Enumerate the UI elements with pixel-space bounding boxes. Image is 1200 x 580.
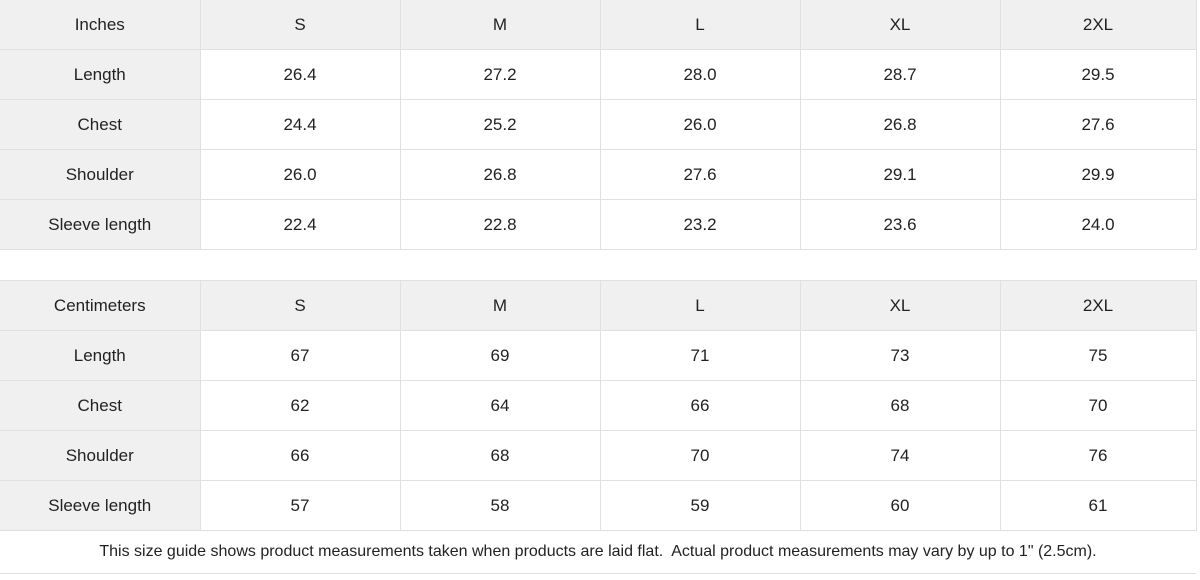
table-row: Length 67 69 71 73 75	[0, 330, 1197, 381]
centimeters-table: Centimeters S M L XL 2XL Length 67 69 71…	[0, 280, 1197, 531]
value-cell: 70	[599, 430, 801, 481]
value-cell: 69	[399, 330, 601, 381]
value-cell: 66	[599, 380, 801, 431]
table-row: Shoulder 66 68 70 74 76	[0, 430, 1197, 481]
value-cell: 75	[999, 330, 1197, 381]
size-header-cell: L	[599, 280, 801, 331]
value-cell: 27.6	[999, 99, 1197, 150]
inches-table: Inches S M L XL 2XL Length 26.4 27.2 28.…	[0, 0, 1197, 250]
size-header-cell: L	[599, 0, 801, 50]
value-cell: 26.8	[799, 99, 1001, 150]
row-label-cell: Shoulder	[0, 149, 201, 200]
size-header-cell: S	[199, 280, 401, 331]
row-label-cell: Length	[0, 330, 201, 381]
value-cell: 23.2	[599, 199, 801, 250]
row-label-cell: Chest	[0, 99, 201, 150]
value-cell: 28.0	[599, 49, 801, 100]
header-row: Inches S M L XL 2XL	[0, 0, 1197, 50]
size-header-cell: M	[399, 0, 601, 50]
value-cell: 26.4	[199, 49, 401, 100]
size-header-cell: XL	[799, 0, 1001, 50]
value-cell: 29.9	[999, 149, 1197, 200]
table-row: Sleeve length 57 58 59 60 61	[0, 480, 1197, 531]
row-label-cell: Length	[0, 49, 201, 100]
size-header-cell: M	[399, 280, 601, 331]
size-guide-note: This size guide shows product measuremen…	[0, 531, 1196, 574]
value-cell: 27.6	[599, 149, 801, 200]
value-cell: 67	[199, 330, 401, 381]
value-cell: 74	[799, 430, 1001, 481]
unit-header-cell: Centimeters	[0, 280, 201, 331]
value-cell: 71	[599, 330, 801, 381]
value-cell: 22.4	[199, 199, 401, 250]
value-cell: 62	[199, 380, 401, 431]
value-cell: 22.8	[399, 199, 601, 250]
size-header-cell: 2XL	[999, 0, 1197, 50]
value-cell: 26.0	[199, 149, 401, 200]
table-gap	[0, 250, 1196, 280]
value-cell: 57	[199, 480, 401, 531]
value-cell: 61	[999, 480, 1197, 531]
value-cell: 76	[999, 430, 1197, 481]
row-label-cell: Sleeve length	[0, 480, 201, 531]
value-cell: 25.2	[399, 99, 601, 150]
value-cell: 64	[399, 380, 601, 431]
header-row: Centimeters S M L XL 2XL	[0, 280, 1197, 331]
value-cell: 24.4	[199, 99, 401, 150]
value-cell: 68	[799, 380, 1001, 431]
value-cell: 26.0	[599, 99, 801, 150]
row-label-cell: Shoulder	[0, 430, 201, 481]
value-cell: 28.7	[799, 49, 1001, 100]
value-cell: 60	[799, 480, 1001, 531]
size-header-cell: S	[199, 0, 401, 50]
value-cell: 66	[199, 430, 401, 481]
value-cell: 58	[399, 480, 601, 531]
table-row: Chest 62 64 66 68 70	[0, 380, 1197, 431]
table-row: Sleeve length 22.4 22.8 23.2 23.6 24.0	[0, 199, 1197, 250]
value-cell: 73	[799, 330, 1001, 381]
value-cell: 70	[999, 380, 1197, 431]
value-cell: 24.0	[999, 199, 1197, 250]
unit-header-cell: Inches	[0, 0, 201, 50]
value-cell: 29.5	[999, 49, 1197, 100]
value-cell: 26.8	[399, 149, 601, 200]
size-header-cell: 2XL	[999, 280, 1197, 331]
value-cell: 68	[399, 430, 601, 481]
row-label-cell: Chest	[0, 380, 201, 431]
size-header-cell: XL	[799, 280, 1001, 331]
value-cell: 29.1	[799, 149, 1001, 200]
value-cell: 59	[599, 480, 801, 531]
table-row: Chest 24.4 25.2 26.0 26.8 27.6	[0, 99, 1197, 150]
table-row: Length 26.4 27.2 28.0 28.7 29.5	[0, 49, 1197, 100]
row-label-cell: Sleeve length	[0, 199, 201, 250]
table-row: Shoulder 26.0 26.8 27.6 29.1 29.9	[0, 149, 1197, 200]
value-cell: 27.2	[399, 49, 601, 100]
value-cell: 23.6	[799, 199, 1001, 250]
